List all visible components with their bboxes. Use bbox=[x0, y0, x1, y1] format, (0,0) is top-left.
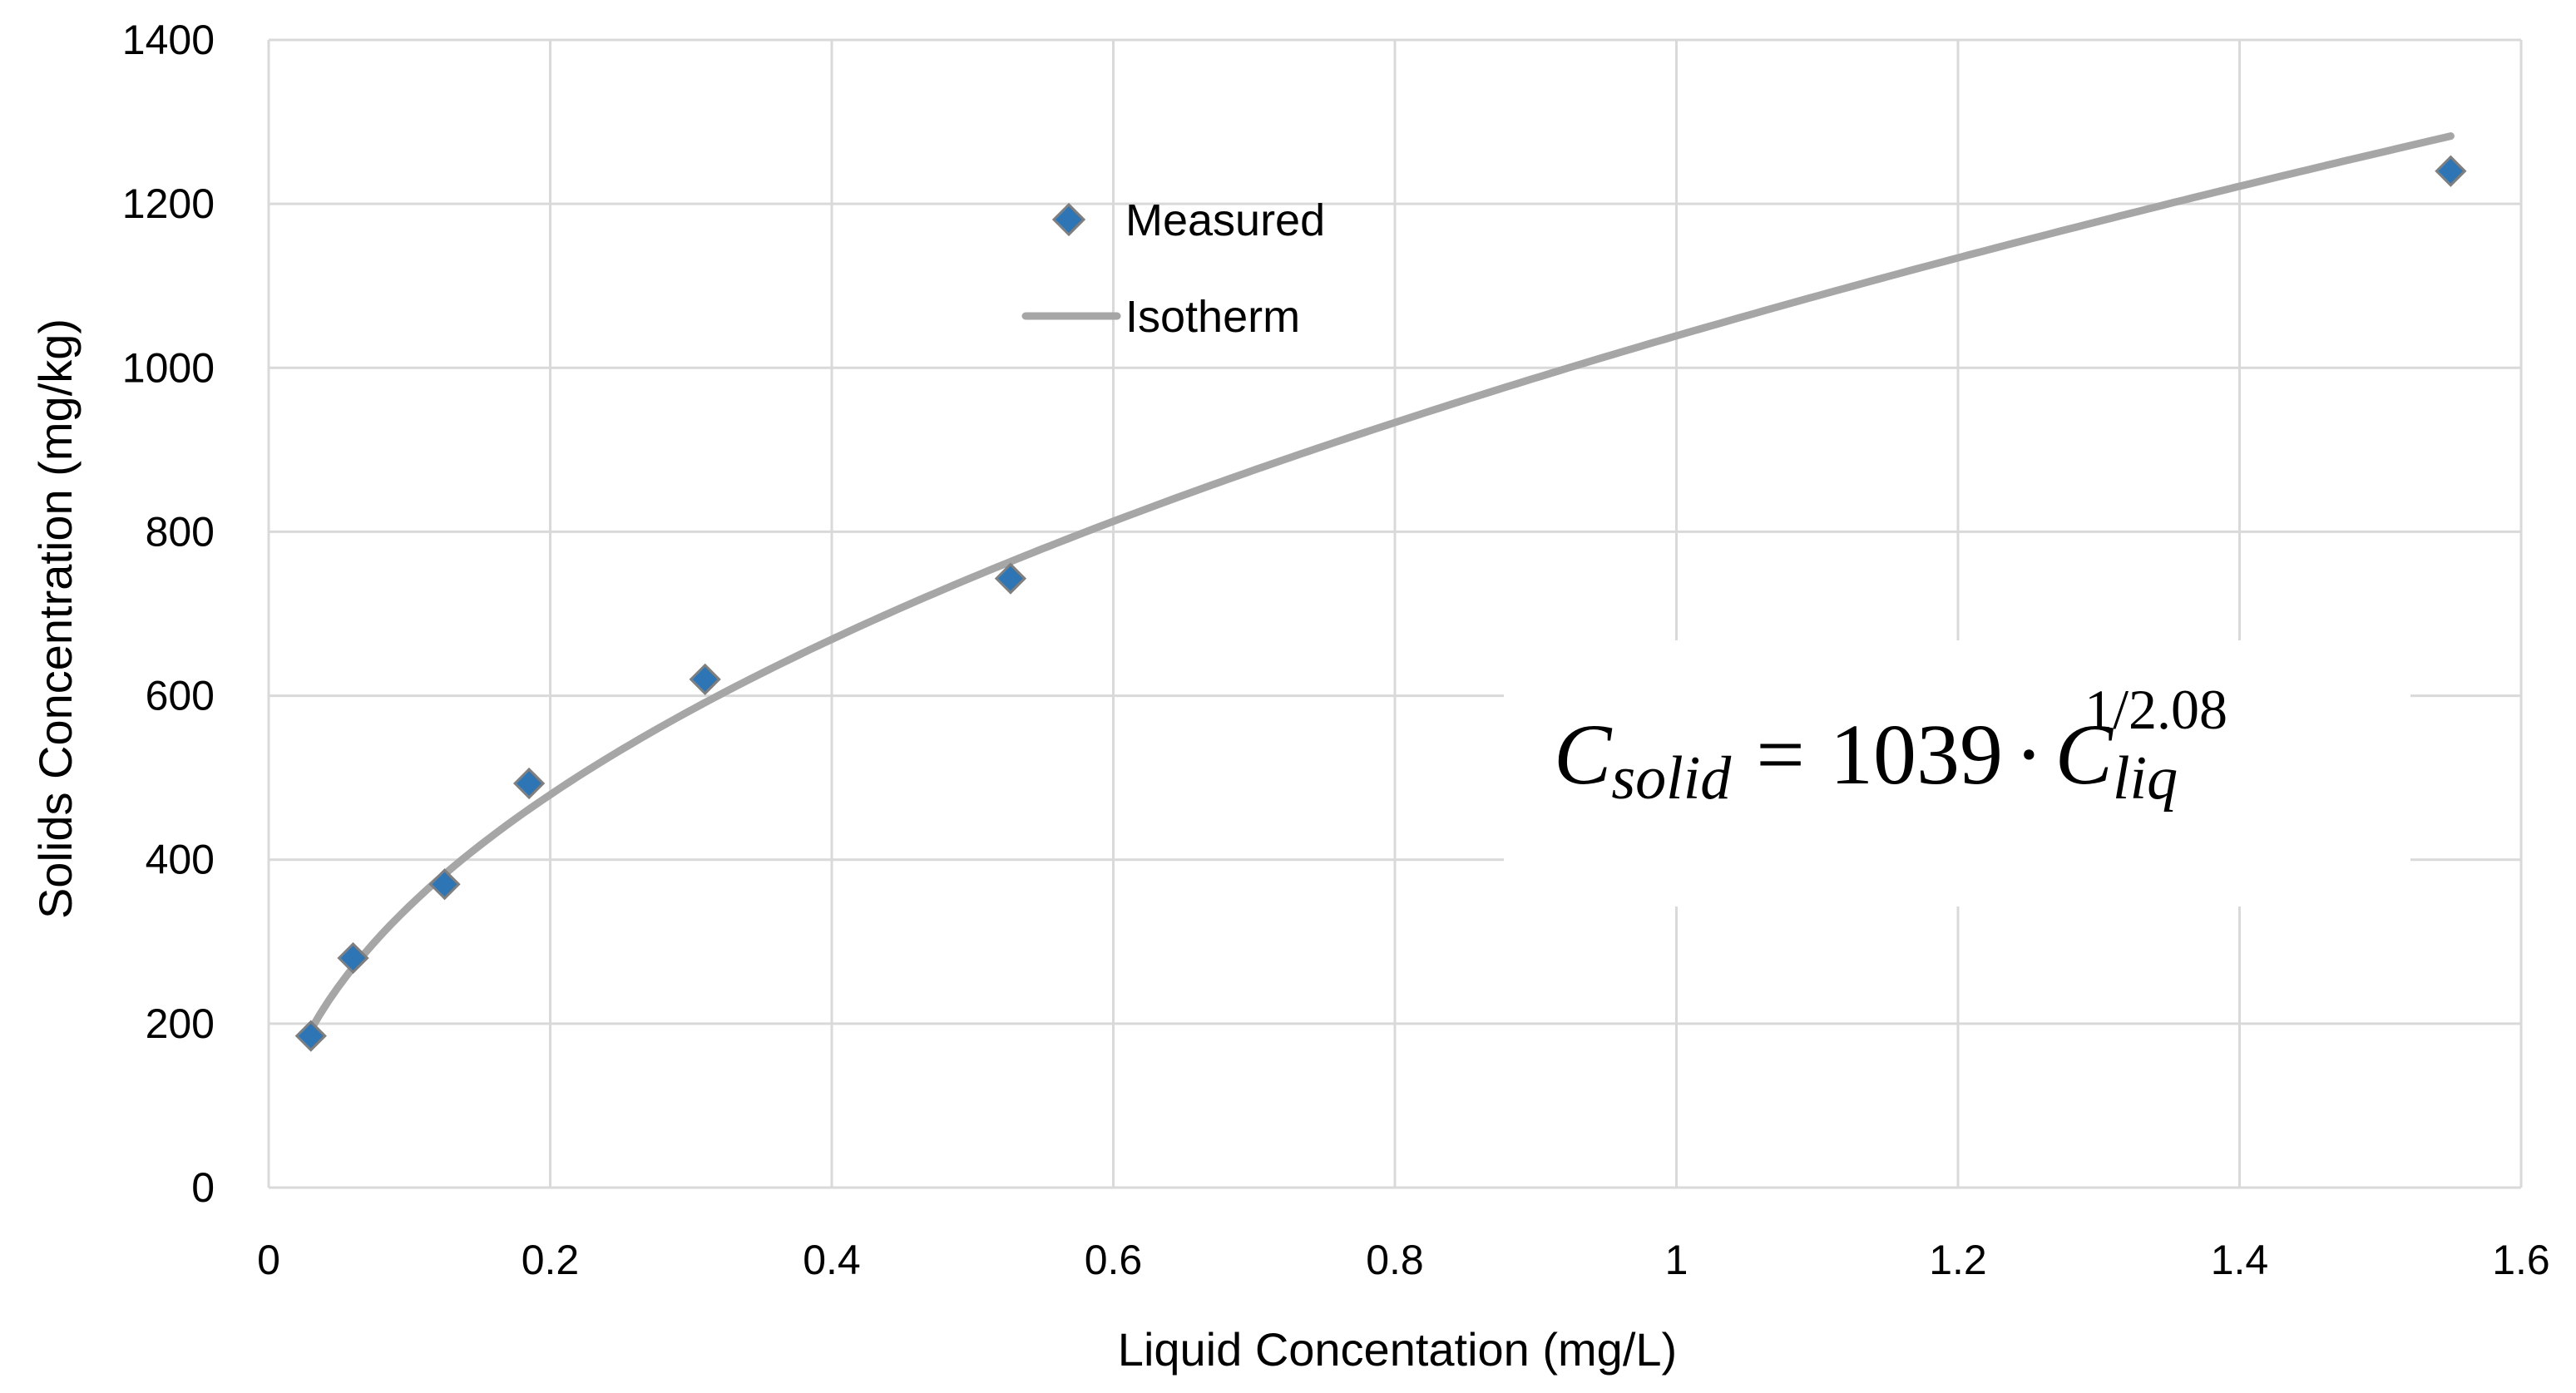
measured-point bbox=[689, 663, 721, 695]
equation-coefficient: 1039 bbox=[1830, 707, 2003, 803]
x-tick-label: 0 bbox=[257, 1237, 280, 1283]
x-tick-label: 1.4 bbox=[2211, 1237, 2269, 1283]
legend-measured-label: Measured bbox=[1125, 195, 1325, 245]
measured-point bbox=[428, 868, 461, 901]
equation-lhs: C bbox=[1554, 707, 1613, 803]
equation-rhs-subscript: liq bbox=[2113, 744, 2178, 813]
equation-lhs-subscript: solid bbox=[1611, 744, 1732, 813]
x-tick-labels: 0 0.2 0.4 0.6 0.8 1 1.2 1.4 1.6 bbox=[257, 1237, 2550, 1283]
measured-point bbox=[512, 767, 546, 800]
y-tick-label: 1200 bbox=[122, 180, 215, 227]
x-axis-title: Liquid Concentation (mg/L) bbox=[1118, 1323, 1677, 1376]
measured-point bbox=[2435, 155, 2467, 187]
legend-measured-marker bbox=[1051, 202, 1086, 237]
equation-equals: = bbox=[1756, 707, 1805, 803]
equation-dot: · bbox=[2015, 707, 2044, 803]
x-tick-label: 0.4 bbox=[803, 1237, 861, 1283]
equation-rhs: C bbox=[2055, 707, 2114, 803]
y-tick-label: 200 bbox=[146, 1000, 215, 1047]
equation-annotation: Csolid = 1039 · Cliq1/2.08 bbox=[1504, 640, 2410, 906]
equation-text: Csolid = 1039 · Cliq1/2.08 bbox=[1554, 678, 2227, 813]
y-tick-label: 600 bbox=[146, 673, 215, 719]
y-tick-label: 0 bbox=[191, 1164, 215, 1211]
legend-isotherm-label: Isotherm bbox=[1125, 292, 1300, 342]
y-tick-label: 1000 bbox=[122, 344, 215, 391]
plot-series bbox=[294, 132, 2467, 1052]
y-axis-title: Solids Concentration (mg/kg) bbox=[29, 319, 82, 919]
x-tick-label: 1.2 bbox=[1929, 1237, 1987, 1283]
y-tick-label: 1400 bbox=[122, 17, 215, 63]
equation-background bbox=[1504, 640, 2410, 906]
measured-point bbox=[337, 941, 369, 975]
equation-rhs-superscript: 1/2.08 bbox=[2084, 678, 2227, 741]
x-tick-label: 0.6 bbox=[1085, 1237, 1143, 1283]
isotherm-curve bbox=[307, 132, 2455, 1034]
measured-point bbox=[994, 562, 1027, 595]
x-tick-label: 0.8 bbox=[1366, 1237, 1424, 1283]
grid-lines bbox=[267, 38, 2523, 1189]
y-tick-label: 400 bbox=[146, 837, 215, 883]
legend: Measured Isotherm bbox=[1021, 195, 1325, 342]
x-tick-label: 0.2 bbox=[522, 1237, 580, 1283]
x-tick-label: 1.6 bbox=[2492, 1237, 2550, 1283]
y-tick-labels: 0 200 400 600 800 1000 1200 1400 bbox=[122, 17, 215, 1211]
y-tick-label: 800 bbox=[146, 508, 215, 555]
x-tick-label: 1 bbox=[1665, 1237, 1688, 1283]
measured-point bbox=[294, 1020, 327, 1052]
